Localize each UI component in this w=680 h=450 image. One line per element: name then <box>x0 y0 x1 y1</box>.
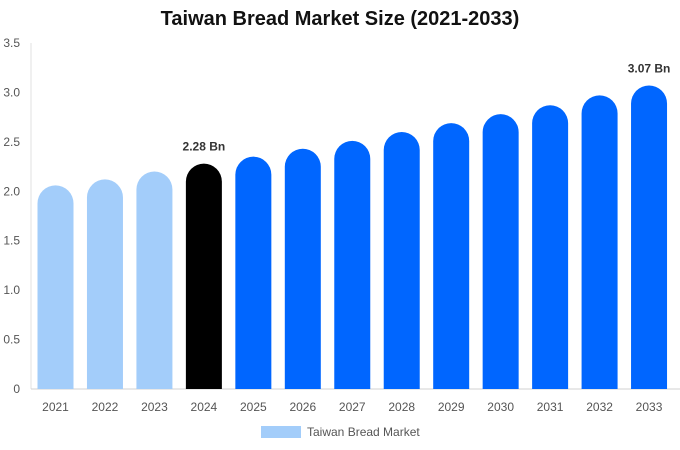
data-label: 3.07 Bn <box>628 62 671 76</box>
y-tick-label: 1.5 <box>3 234 20 248</box>
x-tick-label: 2024 <box>191 400 218 414</box>
x-tick-label: 2033 <box>636 400 663 414</box>
bar <box>136 171 173 389</box>
x-tick-label: 2030 <box>487 400 514 414</box>
chart-title: Taiwan Bread Market Size (2021-2033) <box>160 8 520 30</box>
y-tick-label: 0.5 <box>3 333 20 347</box>
bar <box>581 95 618 389</box>
bar <box>86 179 123 389</box>
bar <box>482 114 519 389</box>
x-tick-label: 2026 <box>289 400 316 414</box>
bar <box>185 163 222 389</box>
y-tick-label: 2.0 <box>3 184 20 198</box>
bar <box>284 148 321 389</box>
data-label: 2.28 Bn <box>183 140 226 154</box>
bar <box>235 156 272 389</box>
y-tick-label: 2.5 <box>3 135 20 149</box>
y-tick-label: 0 <box>13 382 20 396</box>
legend[interactable]: Taiwan Bread Market <box>261 425 420 439</box>
bar <box>37 185 74 389</box>
y-tick-label: 1.0 <box>3 283 20 297</box>
x-tick-label: 2028 <box>388 400 415 414</box>
legend-label: Taiwan Bread Market <box>307 425 420 439</box>
x-tick-label: 2029 <box>438 400 465 414</box>
bar <box>631 85 668 389</box>
x-tick-label: 2022 <box>92 400 119 414</box>
x-tick-label: 2021 <box>42 400 69 414</box>
x-tick-label: 2025 <box>240 400 267 414</box>
x-tick-label: 2023 <box>141 400 168 414</box>
y-tick-label: 3.0 <box>3 85 20 99</box>
y-tick-label: 3.5 <box>3 36 20 50</box>
bar <box>433 123 470 389</box>
x-tick-label: 2027 <box>339 400 366 414</box>
x-tick-label: 2032 <box>586 400 613 414</box>
bar <box>532 105 569 389</box>
bar <box>383 131 420 389</box>
x-tick-label: 2031 <box>537 400 564 414</box>
legend-swatch <box>261 426 301 438</box>
bar <box>334 140 371 389</box>
